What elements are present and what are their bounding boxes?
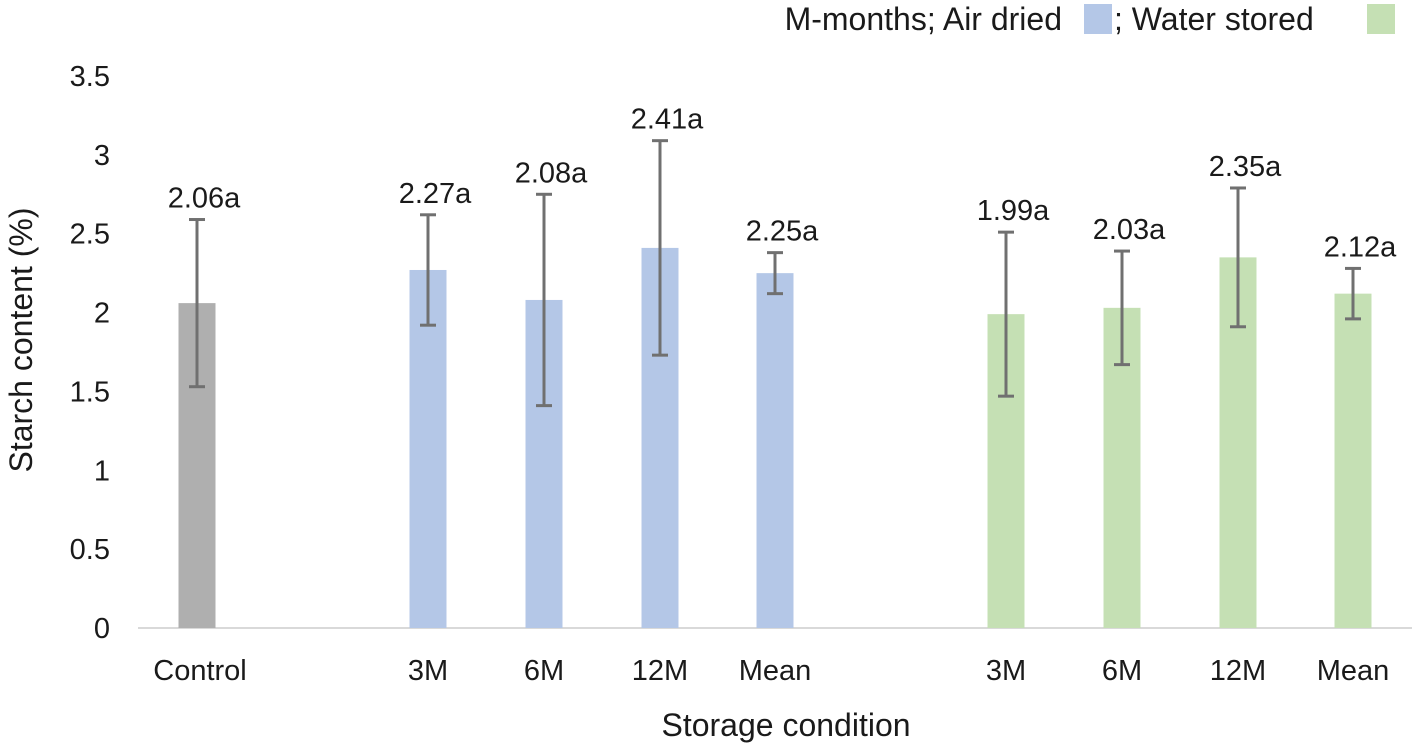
error-bar [652, 139, 668, 357]
x-tick-label: 3M [408, 655, 448, 687]
y-tick-label: 3.5 [70, 61, 110, 93]
y-tick-label: 3 [94, 140, 110, 172]
bar-air-dried-3m [409, 269, 447, 628]
bar-water-stored-mean [1334, 293, 1372, 628]
data-label: 2.35a [1209, 151, 1282, 183]
x-tick-label: 3M [986, 655, 1026, 687]
data-label: 1.99a [977, 195, 1050, 227]
error-bars [189, 139, 1361, 408]
x-axis-title: Storage condition [661, 707, 910, 743]
y-axis-ticks: 0 0.5 1 1.5 2 2.5 3 3.5 [70, 61, 110, 645]
error-bar [1230, 186, 1246, 329]
x-tick-label: 12M [1210, 655, 1266, 687]
legend-swatch-air-dried [1084, 4, 1112, 34]
x-tick-label: 12M [632, 655, 688, 687]
x-tick-label: Control [153, 655, 247, 687]
error-bar [420, 213, 436, 327]
error-bar [1345, 266, 1361, 321]
x-tick-label: 6M [524, 655, 564, 687]
error-bar [189, 218, 205, 389]
x-axis-ticks: Control 3M 6M 12M Mean 3M 6M 12M Mean [153, 655, 1389, 687]
y-tick-label: 1.5 [70, 376, 110, 408]
data-label: 2.27a [399, 178, 472, 210]
legend-swatch-water-stored [1367, 4, 1395, 34]
data-labels: 2.06a 2.27a 2.08a 2.41a 2.25a 1.99a 2.03a 2.35a… [168, 104, 1397, 264]
y-axis-title: Starch content (%) [3, 208, 39, 473]
bar-air-dried-mean [756, 273, 794, 628]
data-label: 2.25a [746, 216, 819, 248]
x-tick-label: 6M [1102, 655, 1142, 687]
bars [178, 247, 1372, 628]
y-tick-label: 2 [94, 298, 110, 330]
error-bar [998, 230, 1014, 398]
error-bar [767, 251, 783, 296]
error-bar [536, 192, 552, 408]
y-tick-label: 0.5 [70, 534, 110, 566]
error-bar [1114, 249, 1130, 367]
data-label: 2.12a [1324, 231, 1397, 263]
y-tick-label: 1 [94, 455, 110, 487]
data-label: 2.41a [631, 104, 704, 136]
y-tick-label: 2.5 [70, 219, 110, 251]
legend-separator-text: ; Water stored [1114, 1, 1314, 37]
legend: M-months; Air dried ; Water stored [785, 1, 1395, 37]
x-tick-label: Mean [1317, 655, 1390, 687]
legend-prefix-text: M-months; Air dried [785, 1, 1062, 37]
data-label: 2.03a [1093, 214, 1166, 246]
y-tick-label: 0 [94, 613, 110, 645]
data-label: 2.06a [168, 183, 241, 215]
data-label: 2.08a [515, 157, 588, 189]
x-tick-label: Mean [739, 655, 812, 687]
